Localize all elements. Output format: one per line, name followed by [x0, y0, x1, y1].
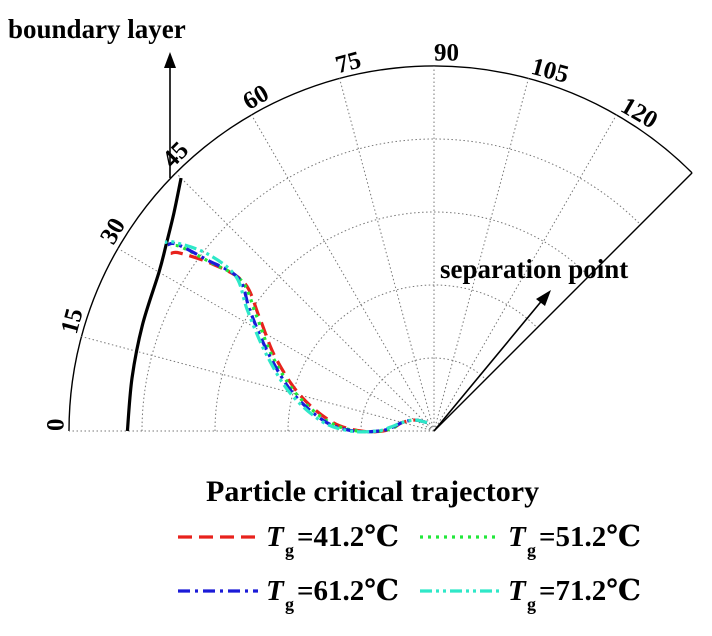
legend-subscript: g — [285, 594, 294, 614]
angular-grid-spoke — [433, 78, 529, 432]
polar-grid — [68, 65, 693, 432]
legend-subscript: g — [527, 594, 536, 614]
legend-subscript: g — [527, 540, 536, 560]
angle-tick-label: 90 — [434, 40, 459, 67]
angular-grid-spoke — [433, 114, 617, 432]
angle-tick-label: 15 — [56, 306, 89, 337]
boundary-layer-curve — [125, 177, 183, 432]
radial-grid-ring — [360, 357, 486, 432]
angle-tick-label: 120 — [616, 92, 662, 134]
legend-prefix: T — [266, 521, 285, 553]
angle-tick-label: 60 — [238, 80, 273, 116]
legend-label: =61.2℃ — [297, 575, 399, 607]
trajectory-curves — [125, 177, 428, 434]
trajectory-series-3 — [167, 241, 428, 434]
angular-grid-spoke — [117, 248, 435, 432]
outer-boundary-arc — [68, 65, 693, 432]
legend-prefix: T — [266, 575, 285, 607]
boundary-layer-annotation: boundary layer — [8, 14, 186, 178]
legend-title: Particle critical trajectory — [206, 475, 539, 508]
legend-prefix: T — [508, 575, 527, 607]
angular-grid-spoke — [339, 78, 435, 432]
trajectory-series-4 — [164, 239, 428, 434]
angle-tick-label: 0 — [43, 419, 70, 432]
separation-point-arrow — [433, 297, 545, 432]
separation-point-label: separation point — [440, 254, 628, 284]
legend-subscript: g — [285, 540, 294, 560]
radial-grid-ring — [214, 211, 590, 432]
legend-label: =71.2℃ — [539, 575, 641, 607]
angle-tick-label: 30 — [95, 214, 131, 249]
angular-grid-spoke — [251, 114, 435, 432]
angle-tick-label: 105 — [528, 53, 571, 89]
radial-grid-ring — [141, 138, 641, 432]
sector-edge — [433, 172, 693, 432]
boundary-layer-label: boundary layer — [8, 14, 186, 44]
radial-grid-ring — [287, 284, 538, 432]
separation-point-arrowhead — [536, 290, 551, 306]
separation-point-annotation: separation point — [433, 254, 628, 432]
angle-tick-label: 45 — [157, 137, 194, 174]
angular-grid-spoke — [81, 336, 435, 432]
angular-grid-spoke — [175, 172, 435, 432]
boundary-layer-arrowhead — [164, 52, 176, 68]
legend-prefix: T — [508, 521, 527, 553]
legend-label: =41.2℃ — [297, 521, 399, 553]
legend-label: =51.2℃ — [539, 521, 641, 553]
